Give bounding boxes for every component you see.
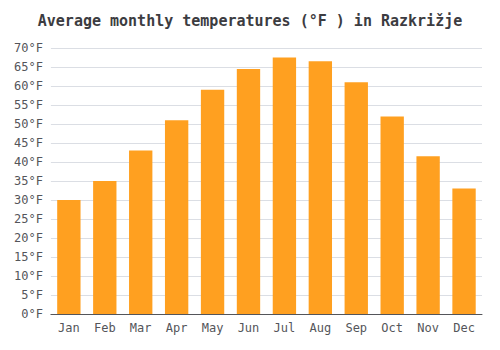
svg-text:Aug: Aug bbox=[309, 321, 331, 335]
svg-text:Jun: Jun bbox=[238, 321, 260, 335]
svg-text:May: May bbox=[202, 321, 224, 335]
svg-text:Mar: Mar bbox=[130, 321, 152, 335]
svg-text:70°F: 70°F bbox=[14, 41, 43, 55]
svg-text:15°F: 15°F bbox=[14, 250, 43, 264]
svg-text:Dec: Dec bbox=[453, 321, 475, 335]
svg-text:Feb: Feb bbox=[94, 321, 116, 335]
svg-text:30°F: 30°F bbox=[14, 193, 43, 207]
svg-text:Jan: Jan bbox=[58, 321, 80, 335]
svg-text:40°F: 40°F bbox=[14, 155, 43, 169]
svg-text:55°F: 55°F bbox=[14, 98, 43, 112]
svg-text:Jul: Jul bbox=[274, 321, 296, 335]
svg-text:25°F: 25°F bbox=[14, 212, 43, 226]
svg-text:10°F: 10°F bbox=[14, 269, 43, 283]
svg-text:Sep: Sep bbox=[345, 321, 367, 335]
svg-text:Average monthly temperatures (: Average monthly temperatures (°F ) in Ra… bbox=[38, 12, 462, 30]
svg-text:60°F: 60°F bbox=[14, 79, 43, 93]
svg-text:35°F: 35°F bbox=[14, 174, 43, 188]
svg-text:Apr: Apr bbox=[166, 321, 188, 335]
svg-text:65°F: 65°F bbox=[14, 60, 43, 74]
svg-text:50°F: 50°F bbox=[14, 117, 43, 131]
svg-text:0°F: 0°F bbox=[21, 307, 43, 321]
svg-text:5°F: 5°F bbox=[21, 288, 43, 302]
svg-text:45°F: 45°F bbox=[14, 136, 43, 150]
svg-text:20°F: 20°F bbox=[14, 231, 43, 245]
svg-text:Nov: Nov bbox=[417, 321, 439, 335]
svg-text:Oct: Oct bbox=[381, 321, 403, 335]
